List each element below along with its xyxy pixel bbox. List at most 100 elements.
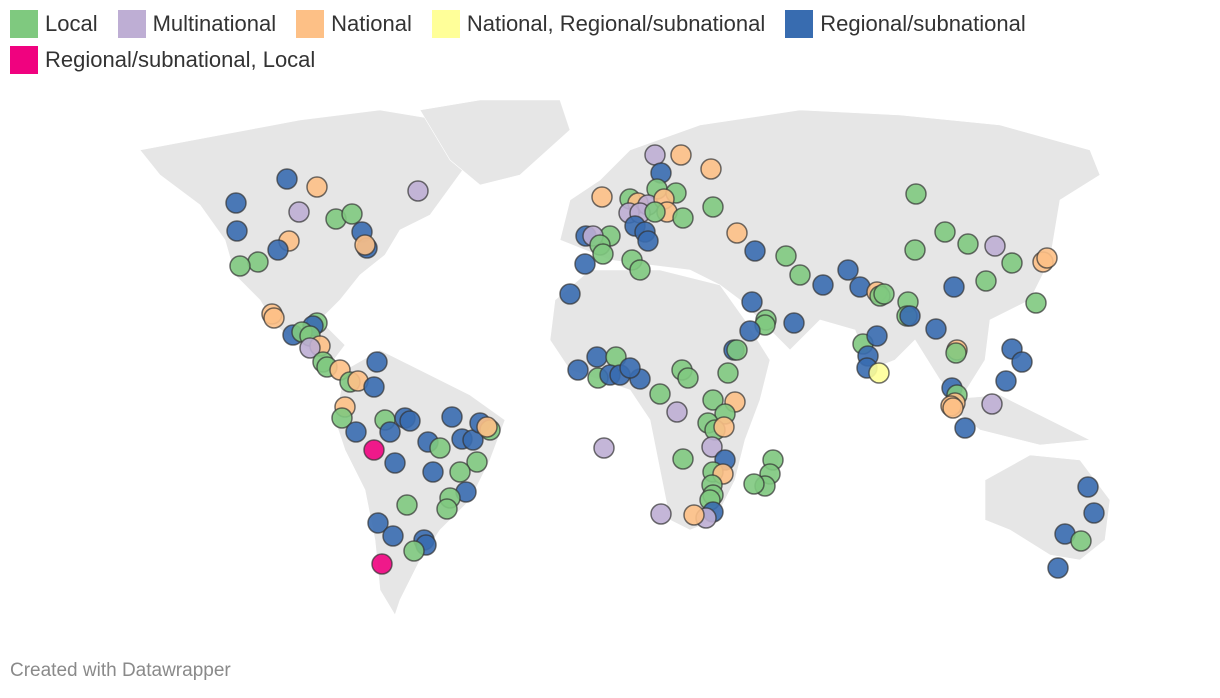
- location-marker[interactable]: [403, 540, 425, 562]
- location-marker[interactable]: [1077, 476, 1099, 498]
- location-marker[interactable]: [741, 291, 763, 313]
- location-marker[interactable]: [925, 318, 947, 340]
- location-marker[interactable]: [743, 473, 765, 495]
- legend-item[interactable]: Multinational: [117, 10, 276, 38]
- legend-item[interactable]: Local: [10, 10, 98, 38]
- legend-item[interactable]: National, Regional/subnational: [431, 10, 765, 38]
- location-marker[interactable]: [306, 176, 328, 198]
- location-marker[interactable]: [591, 186, 613, 208]
- location-marker[interactable]: [942, 397, 964, 419]
- location-marker[interactable]: [713, 416, 735, 438]
- location-marker[interactable]: [984, 235, 1006, 257]
- location-marker[interactable]: [945, 342, 967, 364]
- location-marker[interactable]: [934, 221, 956, 243]
- location-marker[interactable]: [466, 451, 488, 473]
- location-marker[interactable]: [567, 359, 589, 381]
- location-marker[interactable]: [717, 362, 739, 384]
- location-marker[interactable]: [586, 346, 608, 368]
- location-marker[interactable]: [1001, 252, 1023, 274]
- location-marker[interactable]: [225, 192, 247, 214]
- location-marker[interactable]: [1047, 557, 1069, 579]
- location-marker[interactable]: [276, 168, 298, 190]
- location-marker[interactable]: [422, 461, 444, 483]
- location-marker[interactable]: [354, 234, 376, 256]
- location-marker[interactable]: [247, 251, 269, 273]
- location-marker[interactable]: [267, 239, 289, 261]
- location-marker[interactable]: [436, 498, 458, 520]
- location-marker[interactable]: [226, 220, 248, 242]
- location-marker[interactable]: [954, 417, 976, 439]
- location-marker[interactable]: [649, 383, 671, 405]
- location-marker[interactable]: [995, 370, 1017, 392]
- location-marker[interactable]: [873, 283, 895, 305]
- location-marker[interactable]: [644, 144, 666, 166]
- location-marker[interactable]: [975, 270, 997, 292]
- location-marker[interactable]: [371, 553, 393, 575]
- location-marker[interactable]: [1025, 292, 1047, 314]
- location-marker[interactable]: [726, 222, 748, 244]
- location-marker[interactable]: [726, 339, 748, 361]
- legend-item[interactable]: Regional/subnational, Local: [10, 46, 315, 74]
- location-marker[interactable]: [1070, 530, 1092, 552]
- location-marker[interactable]: [1011, 351, 1033, 373]
- location-marker[interactable]: [812, 274, 834, 296]
- location-marker[interactable]: [637, 230, 659, 252]
- location-marker[interactable]: [866, 325, 888, 347]
- location-marker[interactable]: [783, 312, 805, 334]
- location-marker[interactable]: [363, 376, 385, 398]
- location-marker[interactable]: [263, 307, 285, 329]
- location-marker[interactable]: [744, 240, 766, 262]
- location-marker[interactable]: [775, 245, 797, 267]
- location-marker[interactable]: [700, 158, 722, 180]
- location-marker[interactable]: [367, 512, 389, 534]
- location-marker[interactable]: [399, 410, 421, 432]
- location-marker[interactable]: [407, 180, 429, 202]
- location-marker[interactable]: [379, 421, 401, 443]
- location-marker[interactable]: [449, 461, 471, 483]
- location-marker[interactable]: [899, 305, 921, 327]
- location-marker[interactable]: [702, 389, 724, 411]
- location-marker[interactable]: [331, 407, 353, 429]
- location-marker[interactable]: [341, 203, 363, 225]
- location-marker[interactable]: [957, 233, 979, 255]
- location-marker[interactable]: [396, 494, 418, 516]
- location-marker[interactable]: [559, 283, 581, 305]
- location-marker[interactable]: [593, 437, 615, 459]
- location-marker[interactable]: [476, 416, 498, 438]
- location-marker[interactable]: [789, 264, 811, 286]
- legend-item[interactable]: National: [296, 10, 412, 38]
- location-marker[interactable]: [619, 357, 641, 379]
- location-marker[interactable]: [677, 367, 699, 389]
- location-marker[interactable]: [384, 452, 406, 474]
- location-marker[interactable]: [229, 255, 251, 277]
- location-marker[interactable]: [666, 401, 688, 423]
- location-marker[interactable]: [670, 144, 692, 166]
- location-marker[interactable]: [943, 276, 965, 298]
- location-marker[interactable]: [837, 259, 859, 281]
- location-marker[interactable]: [644, 201, 666, 223]
- location-marker[interactable]: [366, 351, 388, 373]
- location-marker[interactable]: [441, 406, 463, 428]
- location-marker[interactable]: [683, 504, 705, 526]
- location-marker[interactable]: [1036, 247, 1058, 269]
- location-marker[interactable]: [701, 436, 723, 458]
- legend-item[interactable]: Regional/subnational: [785, 10, 1026, 38]
- location-marker[interactable]: [592, 243, 614, 265]
- location-marker[interactable]: [739, 320, 761, 342]
- location-marker[interactable]: [629, 259, 651, 281]
- location-marker[interactable]: [299, 337, 321, 359]
- location-marker[interactable]: [672, 448, 694, 470]
- location-marker[interactable]: [1083, 502, 1105, 524]
- location-marker[interactable]: [288, 201, 310, 223]
- location-marker[interactable]: [981, 393, 1003, 415]
- location-marker[interactable]: [868, 362, 890, 384]
- location-marker[interactable]: [574, 253, 596, 275]
- location-marker[interactable]: [650, 503, 672, 525]
- location-marker[interactable]: [702, 196, 724, 218]
- location-marker[interactable]: [429, 437, 451, 459]
- location-marker[interactable]: [363, 439, 385, 461]
- location-marker[interactable]: [904, 239, 926, 261]
- location-marker[interactable]: [905, 183, 927, 205]
- location-marker[interactable]: [382, 525, 404, 547]
- location-marker[interactable]: [672, 207, 694, 229]
